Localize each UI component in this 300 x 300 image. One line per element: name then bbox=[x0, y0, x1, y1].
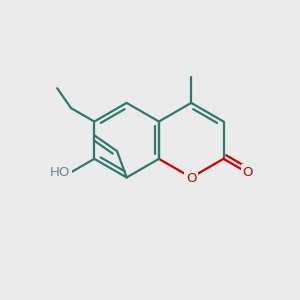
Text: HO: HO bbox=[50, 166, 70, 179]
Text: O: O bbox=[186, 172, 196, 185]
Text: O: O bbox=[242, 166, 253, 179]
